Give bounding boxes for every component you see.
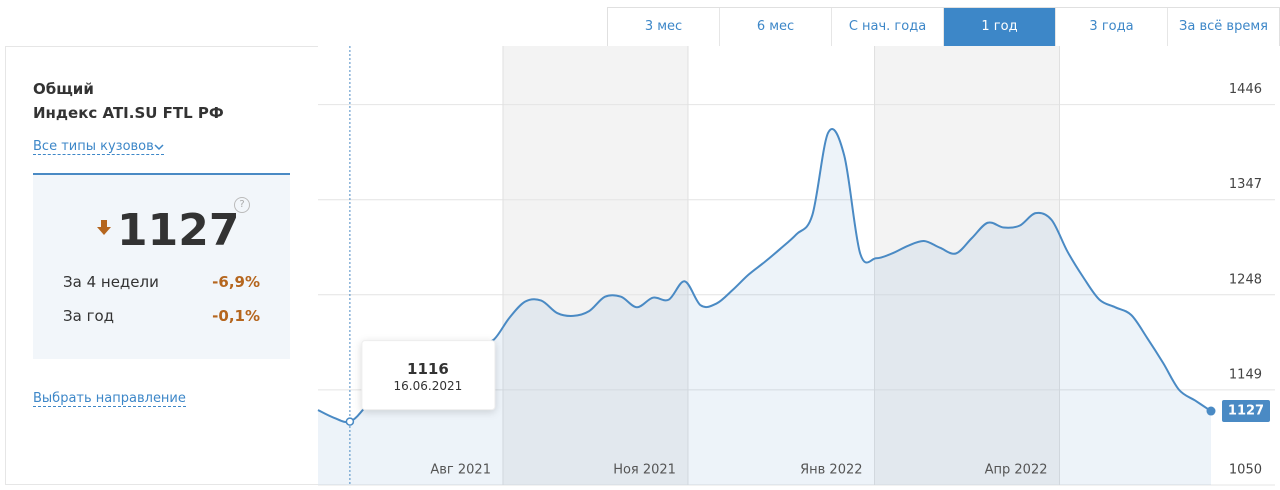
- area: [318, 129, 1211, 485]
- period-tabs: 3 мес 6 мес С нач. года 1 год 3 года За всё в…: [607, 7, 1280, 46]
- period-tab[interactable]: С нач. года: [831, 8, 943, 46]
- x-tick-label: Авг 2021: [430, 463, 491, 478]
- x-tick-label: Янв 2022: [800, 463, 862, 478]
- change-label: За год: [63, 307, 115, 325]
- panel-subtitle: Индекс ATI.SU FTL РФ: [33, 104, 224, 122]
- direction-link[interactable]: Выбрать направление: [33, 391, 186, 407]
- period-tab[interactable]: 3 мес: [644, 19, 683, 34]
- y-tick-label: 1446: [1229, 82, 1262, 97]
- period-tab[interactable]: 1 год: [943, 8, 1055, 46]
- x-tick-label: Ноя 2021: [613, 463, 676, 478]
- x-tick-label: Апр 2022: [985, 463, 1048, 478]
- change-row: За 4 недели -6,9%: [63, 273, 260, 291]
- last-point: [1206, 406, 1216, 416]
- body-filter[interactable]: Все типы кузовов: [33, 139, 164, 155]
- change-value: -6,9%: [212, 273, 260, 291]
- change-row: За год -0,1%: [63, 307, 260, 325]
- period-tab[interactable]: 3 года: [1055, 8, 1167, 46]
- body-filter-text: Все типы кузовов: [33, 139, 154, 154]
- down-arrow: [97, 220, 111, 235]
- change-value: -0,1%: [212, 307, 260, 325]
- index-panel: Общий Индекс ATI.SU FTL РФ Все типы кузо…: [5, 46, 318, 485]
- period-band: [502, 46, 688, 485]
- point-marker: [345, 417, 355, 426]
- plot-background: [318, 46, 1275, 485]
- y-tick-label: 1149: [1229, 367, 1262, 382]
- last-value-label: 1127: [1228, 404, 1264, 419]
- help-icon[interactable]: ?: [234, 197, 250, 213]
- y-tick-label: 1248: [1229, 272, 1262, 287]
- panel-title: Общий: [33, 80, 94, 98]
- period-tab[interactable]: 6 мес: [719, 8, 831, 46]
- period-tab[interactable]: За всё время: [1167, 8, 1279, 46]
- index-card: 1127 ? За 4 недели -6,9% За год -0,1%: [33, 173, 290, 359]
- last-value-badge: [1222, 400, 1270, 423]
- tooltip-date: 16.06.2021: [394, 379, 463, 393]
- period-band: [874, 46, 1060, 485]
- change-label: За 4 недели: [63, 273, 159, 291]
- y-tick-label: 1347: [1229, 177, 1262, 192]
- tooltip-value: 1116: [407, 360, 449, 378]
- tooltip-box: [361, 340, 496, 411]
- chevron: [154, 143, 164, 150]
- y-tick-label: 1050: [1229, 463, 1262, 478]
- current-value: 1127: [117, 205, 240, 256]
